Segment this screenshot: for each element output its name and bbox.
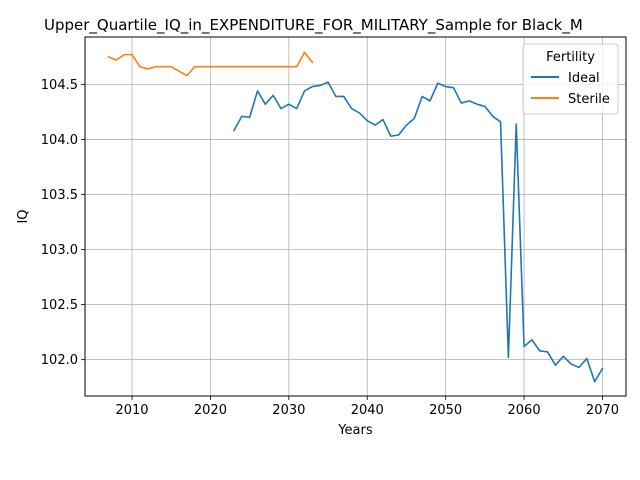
y-tick-label: 104.5 — [41, 78, 78, 93]
x-axis-label: Years — [337, 423, 373, 438]
legend-label-sterile: Sterile — [568, 92, 610, 107]
x-tick-label: 2060 — [508, 403, 541, 418]
x-tick-label: 2030 — [272, 403, 305, 418]
plot-frame — [84, 36, 627, 397]
x-axis-ticks: 2010 2020 2030 2040 2050 2060 2070 — [115, 396, 619, 418]
legend-title: Fertility — [546, 50, 595, 65]
x-tick-label: 2050 — [429, 403, 462, 418]
x-tick-label: 2040 — [351, 403, 384, 418]
legend-label-ideal: Ideal — [568, 71, 600, 86]
y-tick-label: 103.5 — [41, 188, 78, 203]
chart-title: Upper_Quartile_IQ_in_EXPENDITURE_FOR_MIL… — [44, 16, 583, 35]
legend[interactable]: Fertility Ideal Sterile — [522, 43, 619, 115]
series-line-sterile — [107, 51, 314, 77]
y-tick-label: 104.0 — [41, 133, 78, 148]
x-tick-label: 2010 — [115, 403, 148, 418]
y-axis-ticks: 102.0 102.5 103.0 103.5 104.0 104.5 — [41, 78, 85, 368]
series-line-ideal — [232, 81, 604, 383]
y-tick-label: 102.0 — [41, 353, 78, 368]
grid — [85, 37, 626, 396]
legend-box — [522, 43, 619, 115]
y-axis-label: IQ — [16, 209, 31, 223]
series-lines — [107, 51, 604, 383]
y-tick-label: 103.0 — [41, 243, 78, 258]
y-tick-label: 102.5 — [41, 298, 78, 313]
x-tick-label: 2070 — [586, 403, 619, 418]
x-tick-label: 2020 — [194, 403, 227, 418]
